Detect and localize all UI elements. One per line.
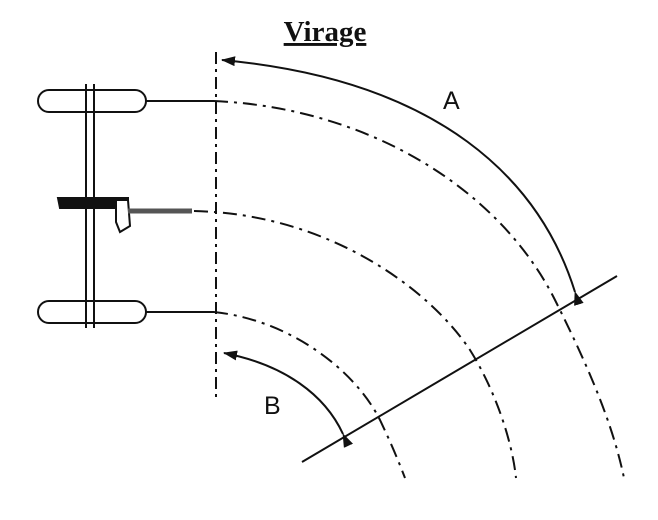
outer-wheel-path	[213, 100, 625, 479]
bottom-wheel	[37, 300, 147, 324]
end-line	[301, 275, 618, 463]
top-wheel	[37, 89, 147, 113]
label-a: A	[443, 87, 460, 115]
arrow-a	[221, 56, 584, 306]
inner-wheel-path	[213, 311, 406, 479]
diagram-title: Virage	[284, 16, 367, 48]
turning-paths	[193, 100, 625, 479]
arrow-b	[223, 350, 353, 448]
vehicle	[37, 84, 192, 328]
center-path	[193, 210, 517, 479]
label-b: B	[264, 392, 281, 420]
